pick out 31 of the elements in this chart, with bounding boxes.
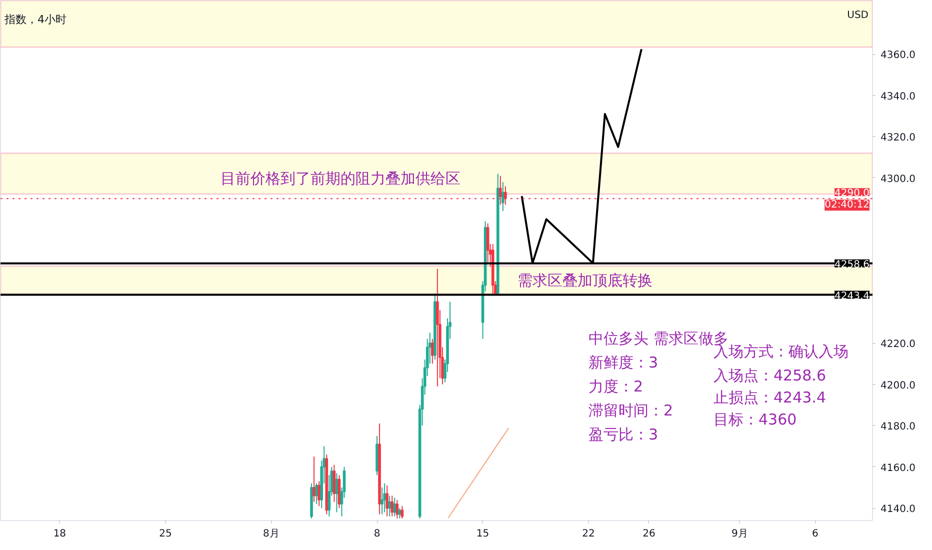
x-tick-label: 15: [476, 528, 490, 540]
x-tick-label: 8月: [263, 528, 280, 540]
y-axis-title: USD: [847, 10, 869, 21]
annotation: 入场方式：确认入场: [714, 342, 848, 360]
annotation: 目标：4360: [714, 410, 797, 428]
x-tick-label: 6: [812, 528, 818, 540]
x-tick-label: 8: [374, 528, 380, 540]
x-tick-label: 18: [53, 528, 66, 540]
x-tick-label: 22: [582, 528, 595, 540]
x-tick-label: 26: [642, 528, 656, 540]
y-tick-label: 4160.0: [880, 462, 916, 474]
y-tick-label: 4340.0: [880, 91, 916, 102]
ref-line-label: 4243.4: [834, 290, 870, 302]
annotation: 需求区叠加顶底转换: [518, 272, 652, 290]
x-tick-label: 25: [159, 528, 172, 540]
annotation: 入场点：4258.6: [714, 366, 826, 384]
x-tick-label: 9月: [731, 528, 748, 540]
y-tick-label: 4200.0: [880, 380, 916, 392]
text: 指数，4小时: [4, 13, 66, 26]
annotation: 新鲜度：3: [588, 354, 658, 372]
y-tick-label: 4360.0: [880, 50, 916, 62]
annotation: 力度：2: [588, 378, 644, 396]
y-tick-label: 4220.0: [880, 339, 916, 350]
y-tick-label: 4320.0: [880, 132, 916, 144]
annotation: 盈亏比：3: [588, 426, 658, 444]
annotation: 止损点：4243.4: [714, 388, 826, 406]
annotation: 滞留时间：2: [588, 402, 674, 420]
y-tick-label: 4140.0: [880, 504, 916, 516]
y-tick-label: 4300.0: [880, 174, 916, 185]
annotation: 目前价格到了前期的阻力叠加供给区: [220, 170, 460, 188]
y-tick-label: 4180.0: [880, 422, 916, 433]
